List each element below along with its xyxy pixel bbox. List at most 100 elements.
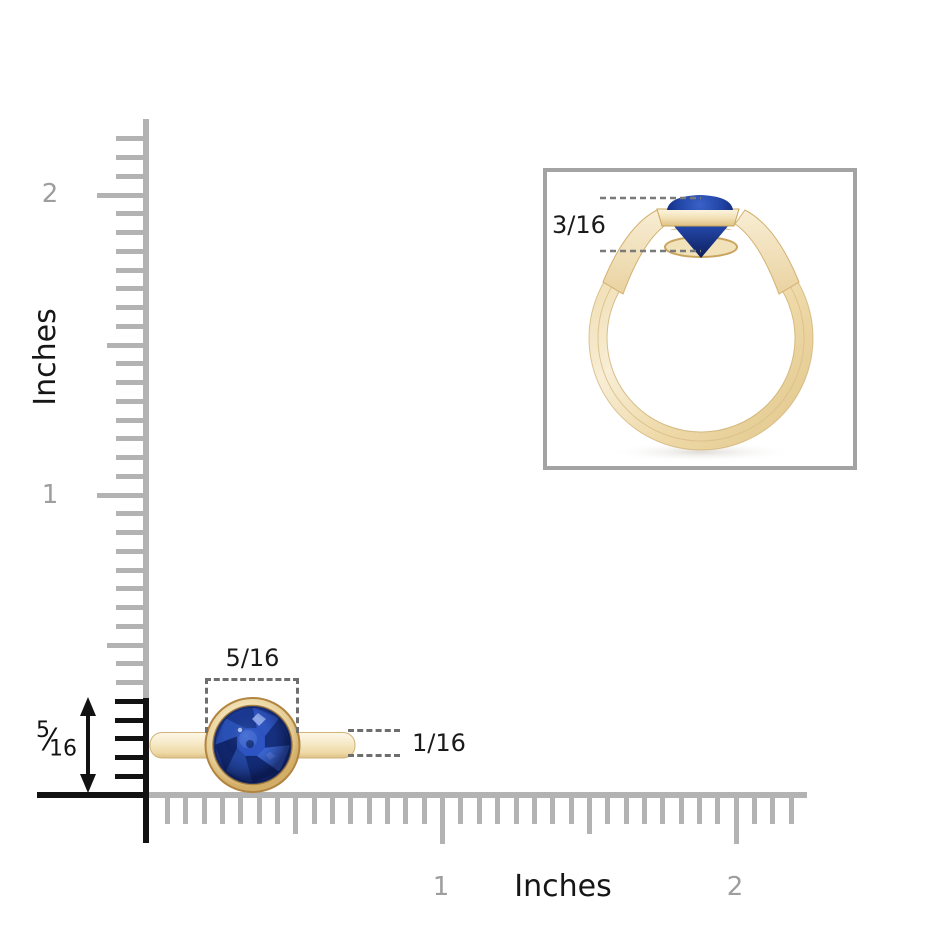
ruler-tick: [348, 798, 354, 824]
ruler-tick: [116, 323, 149, 329]
vertical-inch-mark-1: 1: [41, 480, 59, 510]
ring-shadow: [606, 442, 796, 462]
ruler-tick: [531, 798, 537, 824]
stone-width-label: 5/16: [225, 644, 280, 672]
ruler-tick: [116, 605, 149, 610]
ruler-tick: [568, 798, 574, 824]
horizontal-ruler-line: [149, 792, 807, 798]
ring-top-view: [149, 697, 356, 793]
ruler-tick: [116, 548, 149, 554]
vertical-unit-label: Inches: [28, 308, 63, 406]
ruler-tick: [293, 798, 299, 834]
ruler-tick: [715, 798, 721, 824]
ruler-tick: [107, 342, 149, 348]
head-height-label: 3/16: [552, 211, 606, 239]
ruler-tick: [116, 136, 149, 142]
ruler-tick: [116, 267, 149, 273]
ruler-tick: [116, 173, 149, 179]
ruler-tick: [458, 798, 464, 824]
bezel-inner-rim: [212, 704, 293, 786]
ruler-tick: [697, 798, 702, 824]
ruler-tick: [116, 155, 149, 160]
ruler-tick: [97, 192, 149, 198]
double-arrow-icon: [80, 697, 96, 793]
ruler-tick: [219, 798, 225, 824]
ruler-tick: [623, 798, 629, 824]
ruler-tick: [116, 455, 149, 460]
ruler-tick: [476, 798, 482, 824]
horizontal-unit-label: Inches: [514, 869, 612, 904]
ruler-tick: [116, 511, 149, 517]
ruler-tick: [116, 473, 149, 479]
profile-height-axis-line: [143, 698, 149, 843]
ruler-tick: [116, 680, 149, 685]
ruler-tick: [115, 698, 149, 704]
band-thickness-label: 1/16: [412, 729, 466, 757]
ruler-tick: [116, 661, 149, 667]
ruler-tick: [330, 798, 335, 824]
ruler-tick: [116, 380, 149, 385]
ruler-tick: [201, 798, 207, 824]
ruler-tick: [495, 798, 501, 824]
ruler-tick: [385, 798, 391, 824]
horizontal-inch-mark-1: 1: [432, 872, 450, 902]
fraction-numerator: 5: [36, 718, 50, 743]
ruler-tick: [788, 798, 794, 824]
horizontal-inch-mark-2: 2: [726, 872, 744, 902]
ruler-tick: [116, 230, 149, 235]
fraction-denominator: 16: [49, 736, 78, 762]
profile-height-baseline: [37, 792, 149, 798]
ruler-tick: [605, 798, 611, 824]
sapphire-stone: [213, 706, 292, 784]
ruler-tick: [116, 248, 149, 254]
ruler-tick: [116, 305, 149, 310]
ruler-tick: [770, 798, 776, 824]
ruler-tick: [116, 530, 149, 535]
bezel-profile: [656, 208, 740, 227]
ruler-tick: [116, 361, 149, 367]
stone-width-bracket: [205, 678, 299, 733]
ruler-tick: [107, 642, 149, 648]
band-thickness-dash-top: [348, 729, 400, 732]
ruler-tick: [256, 798, 262, 824]
ruler-tick: [513, 798, 519, 824]
profile-height-ticks: [115, 695, 149, 800]
ruler-tick: [97, 492, 149, 498]
fraction-slash: ⁄: [47, 723, 53, 759]
ruler-tick: [440, 798, 446, 844]
ruler-tick: [183, 798, 189, 824]
horizontal-ruler-ticks: [149, 798, 807, 846]
ruler-tick: [550, 798, 556, 824]
ruler-tick: [116, 398, 149, 404]
ruler-tick: [116, 436, 149, 442]
ruler-tick: [366, 798, 372, 824]
ruler-tick: [116, 211, 149, 217]
ruler-tick: [116, 586, 149, 592]
shank-top-mask: [580, 230, 822, 345]
ruler-tick: [164, 798, 170, 824]
ruler-tick: [403, 798, 409, 824]
ruler-tick: [116, 567, 149, 573]
ruler-tick: [586, 798, 592, 834]
ruler-tick: [116, 286, 149, 292]
ruler-tick: [115, 736, 149, 742]
arrow-down-icon: [80, 774, 96, 793]
ruler-tick: [115, 717, 149, 723]
ruler-tick: [660, 798, 666, 824]
ruler-tick: [274, 798, 280, 824]
ring-front-view: [580, 195, 822, 462]
ruler-tick: [421, 798, 427, 824]
band-thickness-dash-bottom: [348, 754, 400, 757]
stone-pavilion: [673, 225, 729, 258]
ruler-tick: [311, 798, 317, 824]
ruler-tick: [238, 798, 244, 824]
arrow-up-icon: [80, 697, 96, 716]
ruler-tick: [115, 755, 149, 760]
ruler-tick: [752, 798, 758, 824]
ruler-tick: [116, 417, 149, 423]
ruler-tick: [115, 773, 149, 779]
ruler-tick: [678, 798, 684, 824]
ruler-tick: [116, 623, 149, 629]
ruler-tick: [641, 798, 647, 824]
